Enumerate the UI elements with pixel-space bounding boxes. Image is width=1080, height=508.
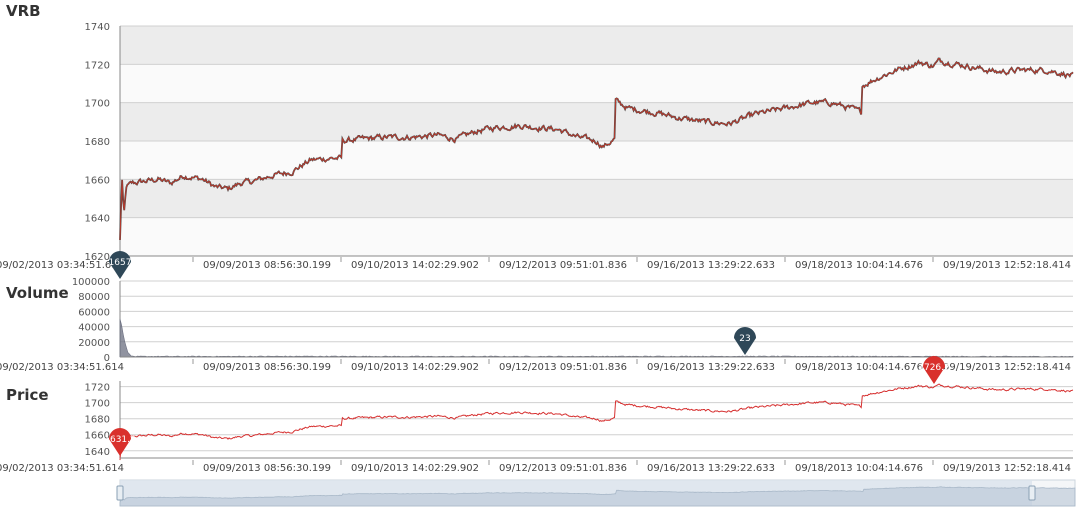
vrb-low-marker[interactable]: 1657 xyxy=(109,251,132,279)
vrb-y-tick-1700: 1700 xyxy=(85,99,110,110)
vrb-y-tick-1640: 1640 xyxy=(85,214,110,225)
price-y-tick-1660: 1660 xyxy=(85,431,110,442)
vrb-band-4 xyxy=(120,64,1073,103)
vrb-x-label-6: 09/19/2013 12:52:18.414 xyxy=(943,260,1071,271)
vrb-y-tick-1660: 1660 xyxy=(85,175,110,186)
volume-y-tick-100000: 100000 xyxy=(72,277,110,288)
vrb-x-label-3: 09/12/2013 09:51:01.836 xyxy=(499,260,627,271)
volume-panel-title: Volume xyxy=(6,284,69,302)
vrb-y-tick-1680: 1680 xyxy=(85,137,110,148)
price-x-label-5: 09/18/2013 10:04:14.676 xyxy=(795,463,923,474)
volume-x-label-5: 09/18/2013 10:04:14.676 xyxy=(795,362,923,373)
vrb-y-tick-1720: 1720 xyxy=(85,60,110,71)
price-y-tick-1680: 1680 xyxy=(85,415,110,426)
volume-x-label-3: 09/12/2013 09:51:01.836 xyxy=(499,362,627,373)
vrb-y-tick-1620: 1620 xyxy=(85,252,110,263)
volume-series-area[interactable] xyxy=(119,318,1074,358)
vrb-low-marker-label: 1657 xyxy=(109,258,132,268)
price-series-line[interactable] xyxy=(119,383,1074,461)
volume-x-label-1: 09/09/2013 08:56:30.199 xyxy=(203,362,331,373)
vrb-y-tick-1740: 1740 xyxy=(85,22,110,33)
vrb-band-0 xyxy=(120,217,1073,256)
volume-x-label-6: 09/19/2013 12:52:18.414 xyxy=(943,362,1071,373)
volume-min-marker[interactable]: 23 xyxy=(734,327,756,355)
vrb-series-line[interactable] xyxy=(119,58,1074,241)
volume-min-marker-shape xyxy=(734,327,756,355)
price-min-marker-shape xyxy=(109,428,131,456)
price-max-marker-shape xyxy=(923,356,945,384)
vrb-band-1 xyxy=(120,179,1073,218)
volume-x-label-4: 09/16/2013 13:29:22.633 xyxy=(647,362,775,373)
volume-y-tick-0: 0 xyxy=(104,353,110,364)
volume-y-tick-20000: 20000 xyxy=(78,338,110,349)
volume-y-tick-60000: 60000 xyxy=(78,307,110,318)
volume-y-tick-80000: 80000 xyxy=(78,292,110,303)
volume-x-label-0: 09/02/2013 03:34:51.614 xyxy=(0,362,124,373)
navigator-left-handle[interactable] xyxy=(116,485,124,501)
vrb-band-5 xyxy=(120,26,1073,65)
price-y-tick-1640: 1640 xyxy=(85,447,110,458)
vrb-panel-title: VRB xyxy=(6,2,41,20)
vrb-band-3 xyxy=(120,102,1073,141)
vrb-x-label-1: 09/09/2013 08:56:30.199 xyxy=(203,260,331,271)
price-x-label-1: 09/09/2013 08:56:30.199 xyxy=(203,463,331,474)
price-max-marker-label: 1726.2 xyxy=(918,363,950,373)
price-x-label-2: 09/10/2013 14:02:29.902 xyxy=(351,463,479,474)
navigator-series xyxy=(119,486,1076,507)
vrb-x-label-0: 09/02/2013 03:34:51.614 xyxy=(0,260,124,271)
vrb-x-label-4: 09/16/2013 13:29:22.633 xyxy=(647,260,775,271)
price-x-label-6: 09/19/2013 12:52:18.414 xyxy=(943,463,1071,474)
price-y-tick-1720: 1720 xyxy=(85,383,110,394)
navigator-right-handle[interactable] xyxy=(1028,485,1036,501)
price-min-marker-label: 1631.2 xyxy=(104,435,136,445)
vrb-x-label-5: 09/18/2013 10:04:14.676 xyxy=(795,260,923,271)
volume-y-tick-40000: 40000 xyxy=(78,323,110,334)
price-min-marker[interactable]: 1631.2 xyxy=(104,428,136,456)
volume-x-label-2: 09/10/2013 14:02:29.902 xyxy=(351,362,479,373)
vrb-x-label-2: 09/10/2013 14:02:29.902 xyxy=(351,260,479,271)
volume-min-marker-label: 23 xyxy=(739,334,750,344)
price-x-label-4: 09/16/2013 13:29:22.633 xyxy=(647,463,775,474)
vrb-low-marker-shape xyxy=(109,251,131,279)
price-x-label-3: 09/12/2013 09:51:01.836 xyxy=(499,463,627,474)
price-x-label-0: 09/02/2013 03:34:51.614 xyxy=(0,463,124,474)
price-y-tick-1700: 1700 xyxy=(85,399,110,410)
vrb-band-2 xyxy=(120,141,1073,180)
price-max-marker[interactable]: 1726.2 xyxy=(918,356,950,384)
price-panel-title: Price xyxy=(6,386,49,404)
